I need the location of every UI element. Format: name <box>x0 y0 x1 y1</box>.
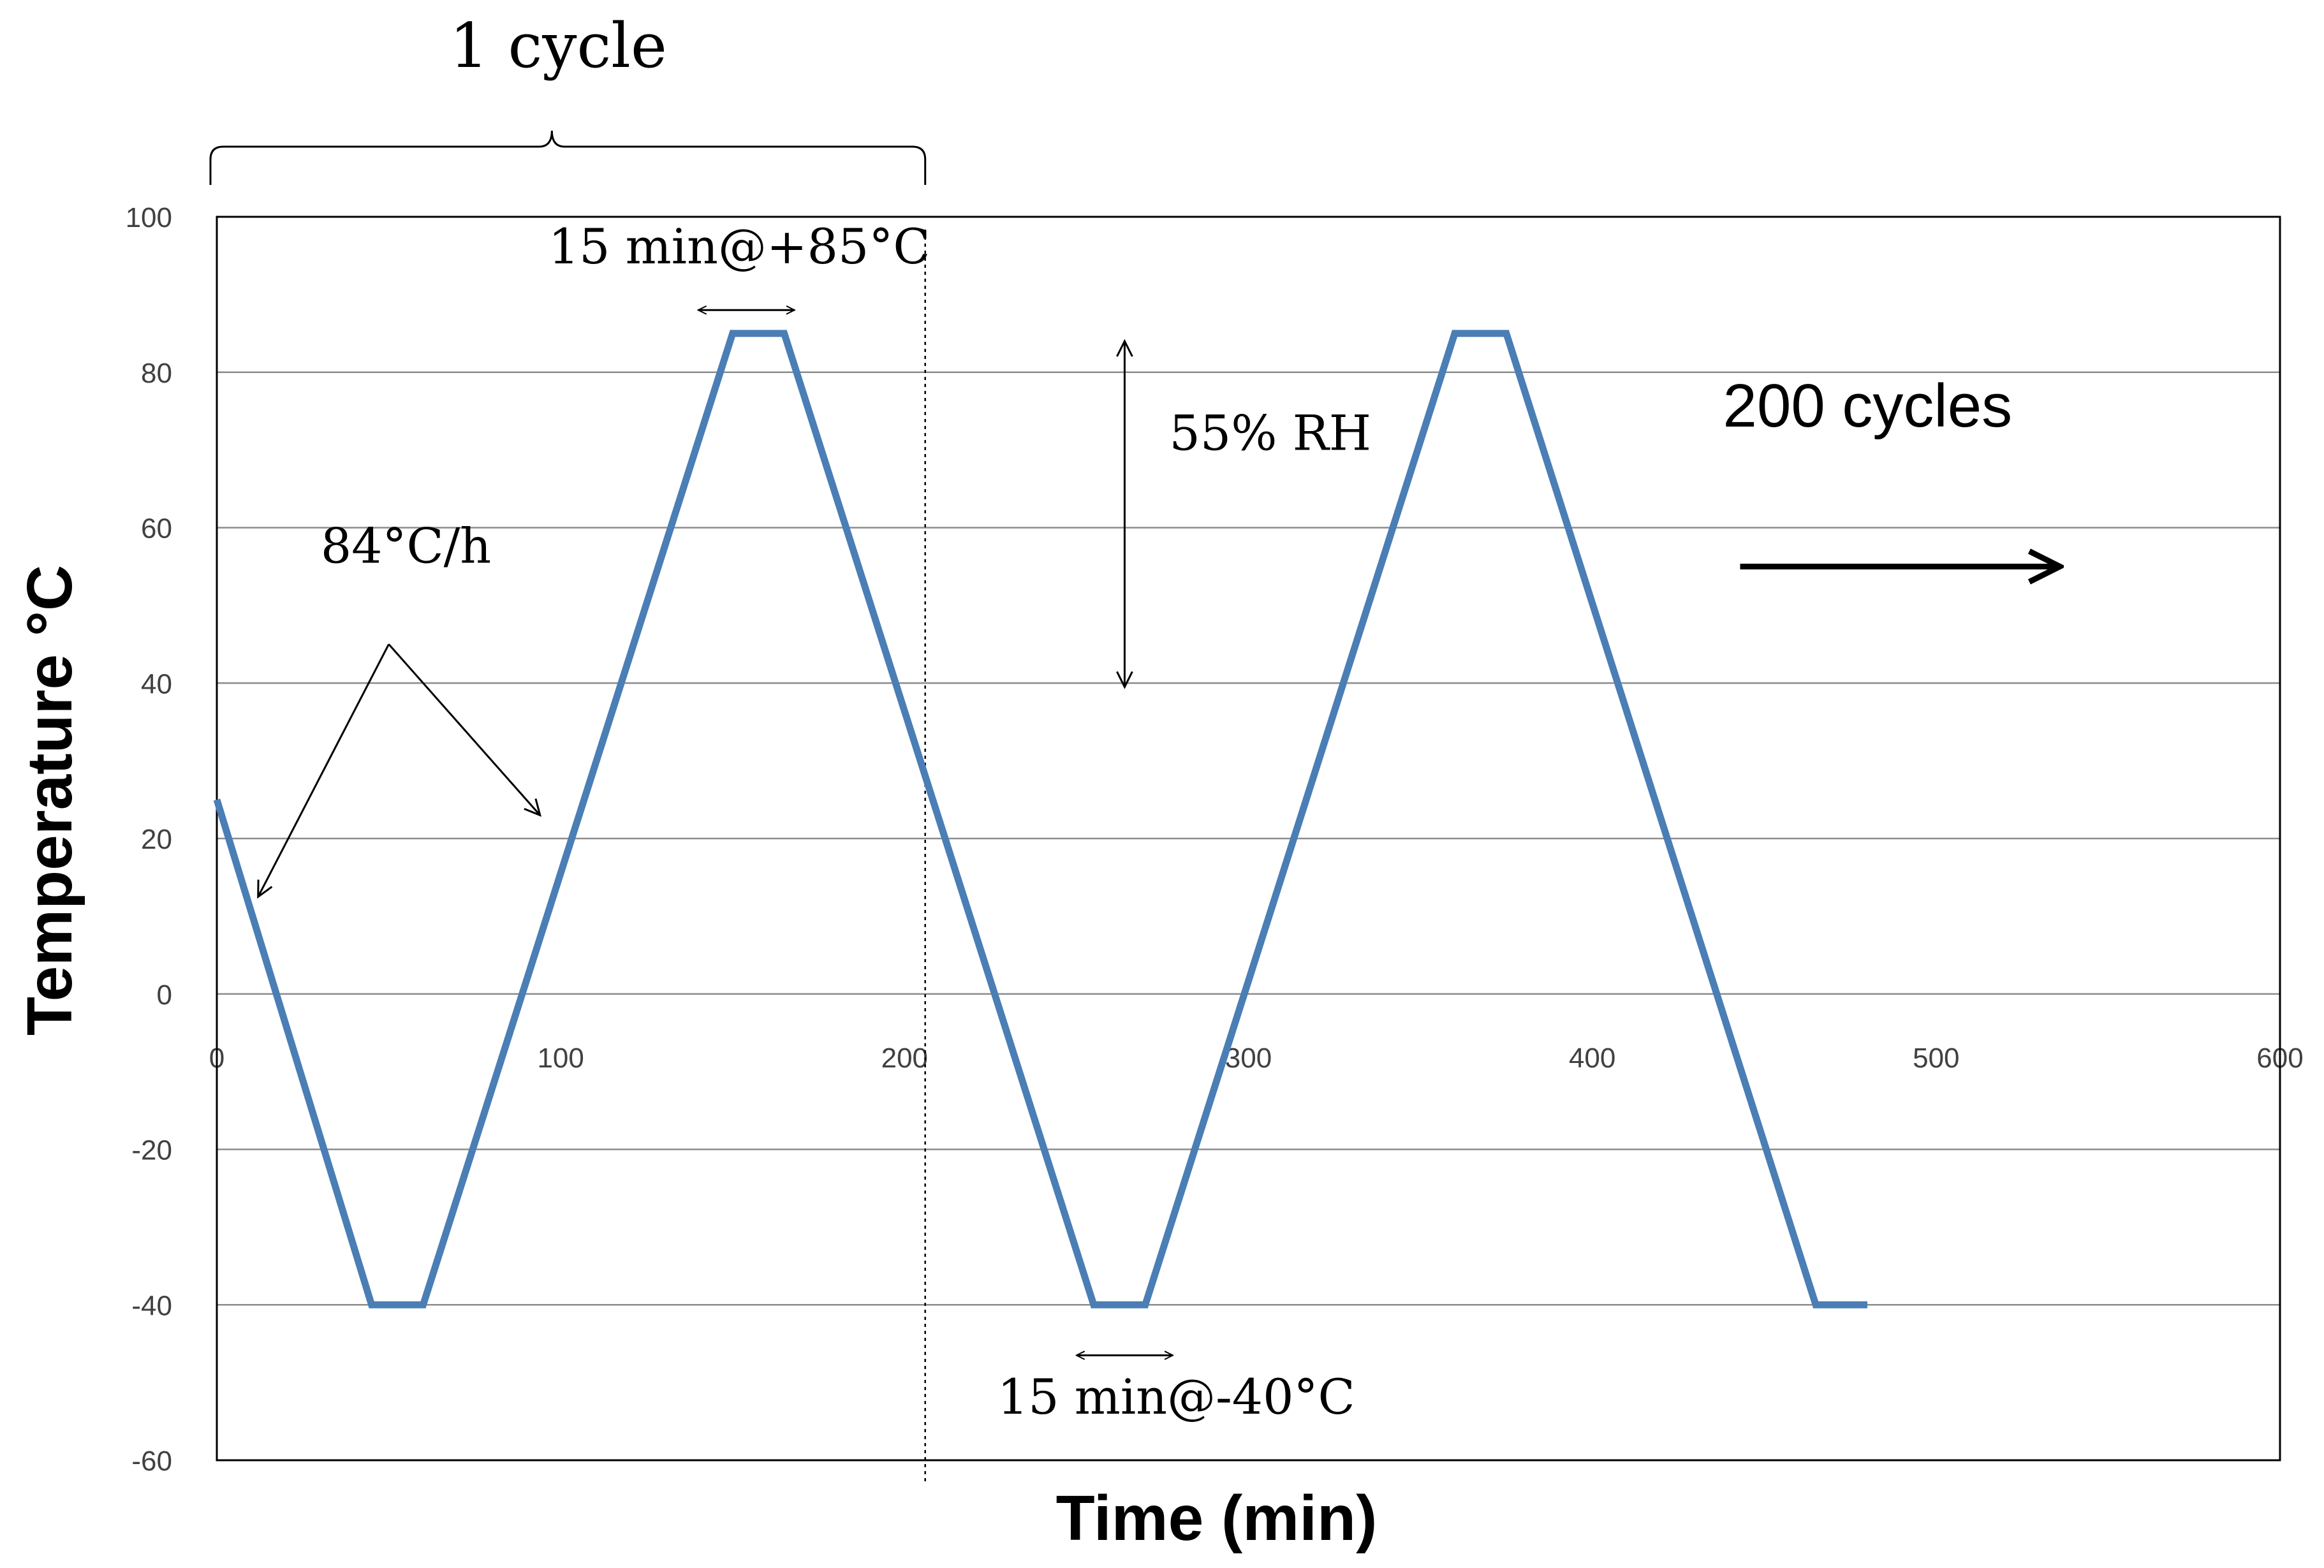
ramp-arrow-right <box>388 643 540 815</box>
y-axis-title: Temperature °C <box>14 565 85 1036</box>
dwell-high-label: 15 min@+85°C <box>548 218 930 275</box>
y-tick-label: 0 <box>157 979 172 1011</box>
series-line <box>213 330 1867 1308</box>
x-axis-title: Time (min) <box>1056 1483 1378 1554</box>
y-tick-label: 100 <box>126 202 172 233</box>
x-tick-labels: 0 100 200 300 400 500 600 <box>209 1043 2304 1074</box>
y-tick-label: -60 <box>131 1446 172 1477</box>
ramp-arrow-left <box>258 643 390 897</box>
series-layer <box>213 330 1868 1308</box>
x-tick-label: 400 <box>1569 1043 1615 1074</box>
gridlines <box>217 371 2280 1306</box>
y-tick-label: -20 <box>131 1135 172 1166</box>
y-tick-label: 20 <box>141 824 172 855</box>
x-tick-label: 500 <box>1913 1043 1959 1074</box>
y-tick-label: 40 <box>141 668 172 700</box>
ramp-rate-label: 84°C/h <box>321 517 491 574</box>
plot-area-frame <box>216 216 2281 1462</box>
humidity-label: 55% RH <box>1169 405 1371 462</box>
x-tick-label: 300 <box>1225 1043 1272 1074</box>
dwell-low-label: 15 min@-40°C <box>997 1368 1355 1425</box>
cycles-label: 200 cycles <box>1723 372 2013 440</box>
y-tick-label: 80 <box>141 358 172 389</box>
cycle-brace <box>209 130 927 185</box>
y-tick-label: 60 <box>141 513 172 545</box>
y-tick-labels: -60 -40 -20 0 20 40 60 80 100 <box>126 202 172 1477</box>
cycle-label: 1 cycle <box>450 10 667 82</box>
x-tick-label: 100 <box>537 1043 584 1074</box>
x-tick-label: 200 <box>881 1043 928 1074</box>
y-tick-label: -40 <box>131 1290 172 1321</box>
